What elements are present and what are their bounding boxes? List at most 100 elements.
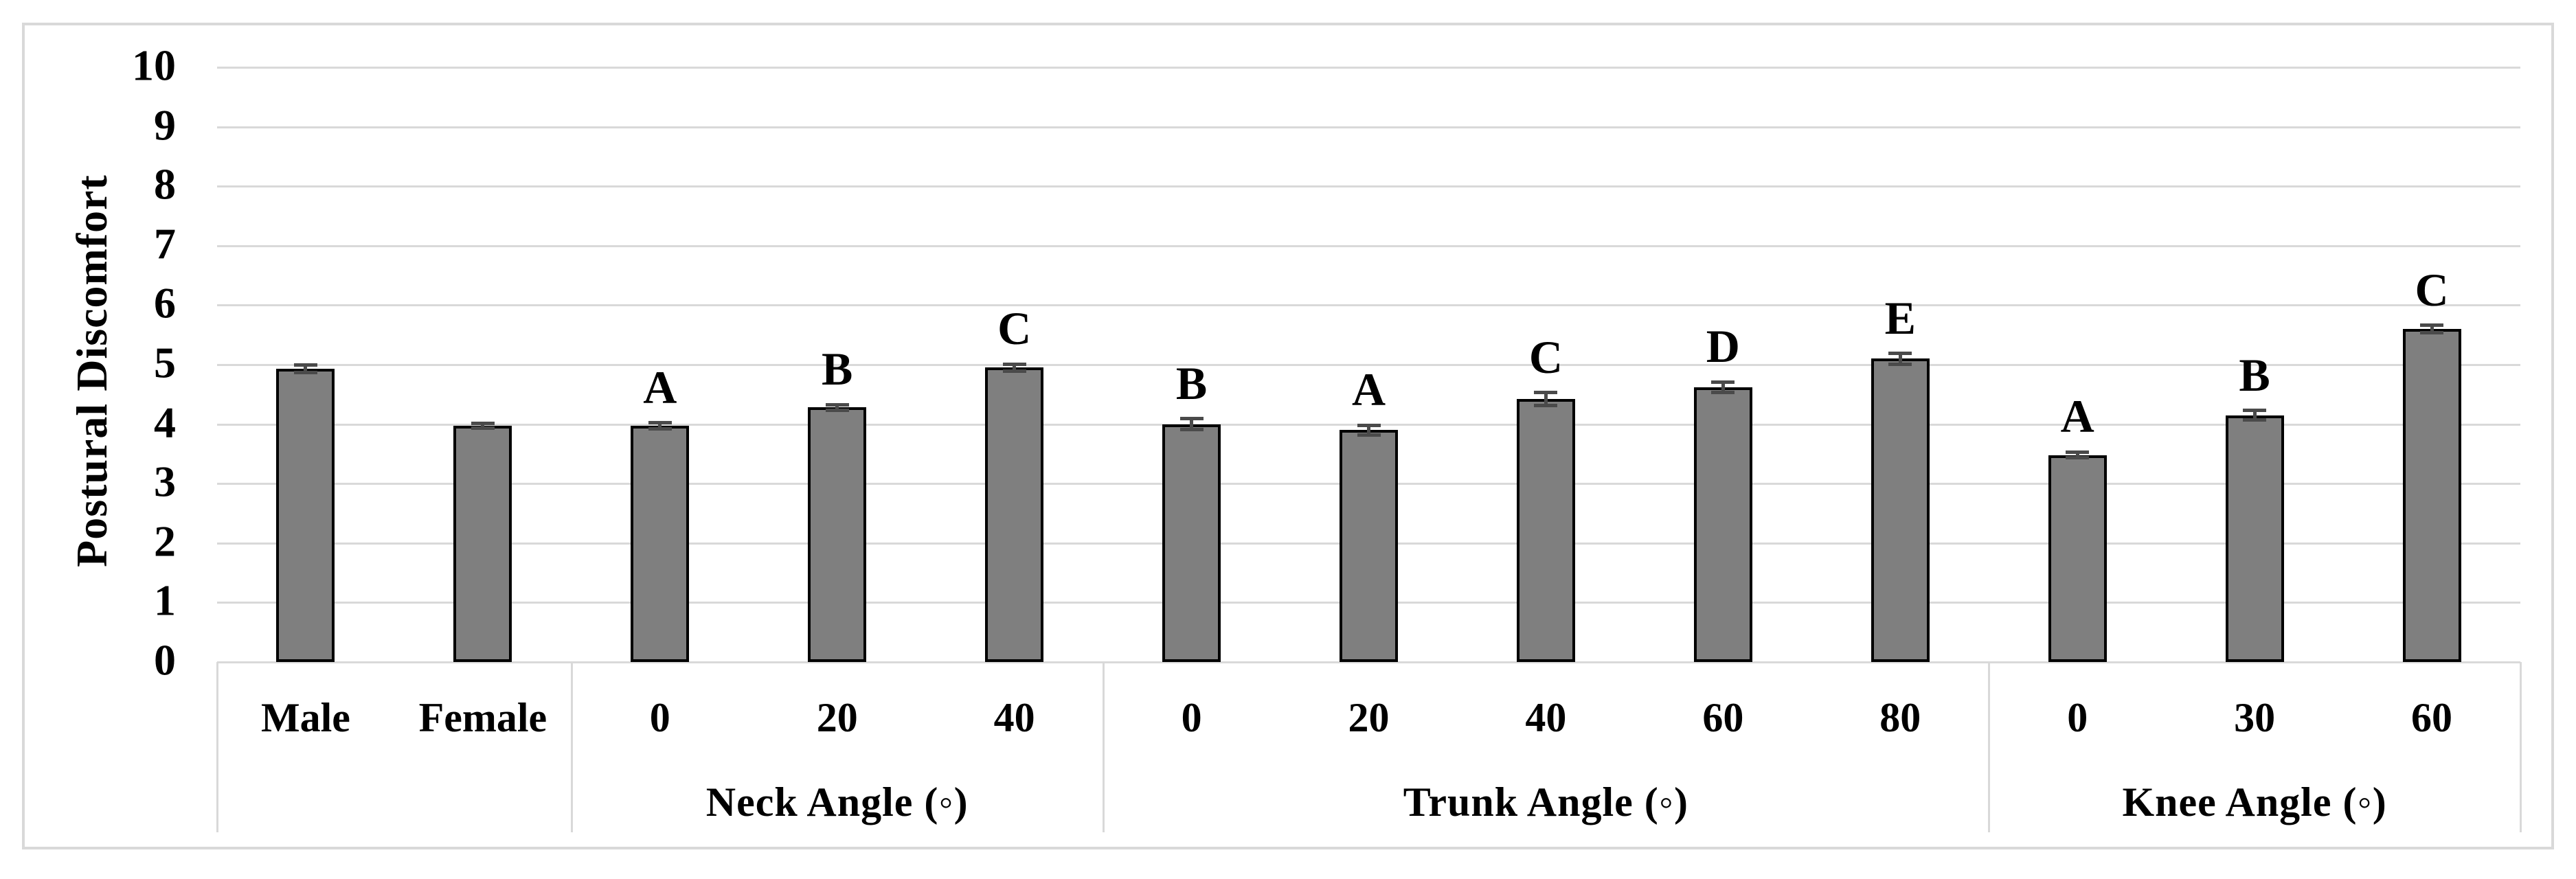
error-bar-cap xyxy=(1357,423,1381,427)
error-bar-cap xyxy=(2066,450,2090,454)
error-bar-cap xyxy=(1002,369,1026,374)
bar-male-g0 xyxy=(276,369,335,662)
chart-frame xyxy=(22,23,2554,849)
group-divider xyxy=(1102,662,1105,832)
error-bar-cap xyxy=(825,409,849,413)
error-bar xyxy=(1190,418,1194,430)
bar-30-g3 xyxy=(2225,415,2284,662)
error-bar xyxy=(835,404,839,411)
category-label: Female xyxy=(418,695,547,740)
gridline xyxy=(217,67,2520,69)
error-bar-cap xyxy=(293,363,317,367)
axis-box-edge xyxy=(216,662,218,832)
x-axis-line xyxy=(217,661,2520,663)
significance-letter: A xyxy=(1351,363,1386,416)
error-bar xyxy=(481,423,485,429)
significance-letter: C xyxy=(1528,330,1563,383)
error-bar xyxy=(1367,425,1370,435)
bar-0-g3 xyxy=(2048,455,2107,662)
error-bar-cap xyxy=(2420,323,2444,328)
significance-letter: C xyxy=(997,302,1032,355)
category-label: 80 xyxy=(1879,695,1921,740)
bar-60-g2 xyxy=(1693,387,1752,662)
group-label: Neck Angle (◦) xyxy=(705,779,969,825)
group-divider xyxy=(570,662,573,832)
y-tick-label: 7 xyxy=(154,219,176,269)
error-bar-cap xyxy=(2066,456,2090,460)
category-label: 20 xyxy=(1348,695,1390,740)
error-bar-cap xyxy=(471,426,495,431)
error-bar xyxy=(2075,452,2079,458)
error-bar-cap xyxy=(825,402,849,407)
y-tick-label: 8 xyxy=(154,159,176,209)
gridline xyxy=(217,304,2520,307)
error-bar xyxy=(2252,410,2257,420)
y-tick-label: 6 xyxy=(154,278,176,328)
bar-40-g1 xyxy=(985,367,1044,662)
gridline xyxy=(217,244,2520,247)
category-label: Male xyxy=(260,695,350,740)
significance-letter: B xyxy=(2239,348,2270,401)
error-bar-cap xyxy=(1534,391,1558,395)
category-label: 60 xyxy=(2411,695,2453,740)
bar-female-g0 xyxy=(453,426,512,662)
significance-letter: A xyxy=(643,361,677,413)
error-bar xyxy=(658,422,662,429)
bar-20-g1 xyxy=(808,407,867,662)
category-label: 40 xyxy=(1525,695,1567,740)
error-bar-cap xyxy=(1888,352,1912,356)
error-bar-cap xyxy=(1179,417,1204,421)
category-label: 20 xyxy=(816,695,858,740)
group-divider xyxy=(1988,662,1991,832)
error-bar-cap xyxy=(1357,433,1381,437)
y-tick-label: 1 xyxy=(154,575,176,625)
error-bar-cap xyxy=(1888,362,1912,366)
error-bar xyxy=(1544,392,1548,406)
y-tick-label: 3 xyxy=(154,457,176,506)
significance-letter: B xyxy=(1175,356,1208,409)
significance-letter: C xyxy=(2415,263,2449,316)
significance-letter: B xyxy=(822,343,853,396)
y-tick-label: 4 xyxy=(154,398,176,447)
bar-20-g2 xyxy=(1340,430,1398,662)
error-bar-cap xyxy=(648,421,672,425)
gridline xyxy=(217,185,2520,188)
y-tick-label: 5 xyxy=(154,338,176,387)
error-bar-cap xyxy=(2243,409,2267,413)
error-bar-cap xyxy=(1711,391,1735,395)
significance-letter: D xyxy=(1706,320,1740,373)
error-bar xyxy=(2430,325,2434,333)
bar-60-g3 xyxy=(2402,329,2461,662)
error-bar xyxy=(304,365,308,373)
category-label: 0 xyxy=(2067,695,2088,740)
group-label: Trunk Angle (◦) xyxy=(1403,779,1689,825)
group-label: Knee Angle (◦) xyxy=(2122,779,2387,825)
y-tick-label: 2 xyxy=(154,516,176,566)
bar-80-g2 xyxy=(1871,358,1930,662)
error-bar xyxy=(1721,382,1725,393)
error-bar-cap xyxy=(1179,427,1204,431)
bar-40-g2 xyxy=(1516,399,1575,662)
significance-letter: E xyxy=(1884,291,1916,344)
axis-box-edge xyxy=(2520,662,2522,832)
error-bar-cap xyxy=(1711,380,1735,384)
y-tick-label: 9 xyxy=(154,100,176,150)
category-label: 0 xyxy=(1181,695,1202,740)
bar-0-g1 xyxy=(631,426,690,662)
category-label: 40 xyxy=(993,695,1035,740)
error-bar-cap xyxy=(648,427,672,431)
error-bar xyxy=(1898,353,1902,365)
significance-letter: A xyxy=(2060,390,2094,443)
error-bar xyxy=(1013,364,1017,372)
error-bar-cap xyxy=(471,422,495,426)
bar-0-g2 xyxy=(1162,424,1221,662)
y-tick-label: 10 xyxy=(132,41,176,90)
gridline xyxy=(217,126,2520,128)
category-label: 30 xyxy=(2234,695,2276,740)
gridline xyxy=(217,364,2520,366)
category-label: 60 xyxy=(1702,695,1744,740)
category-label: 0 xyxy=(649,695,670,740)
error-bar-cap xyxy=(293,370,317,374)
error-bar-cap xyxy=(1002,362,1026,366)
